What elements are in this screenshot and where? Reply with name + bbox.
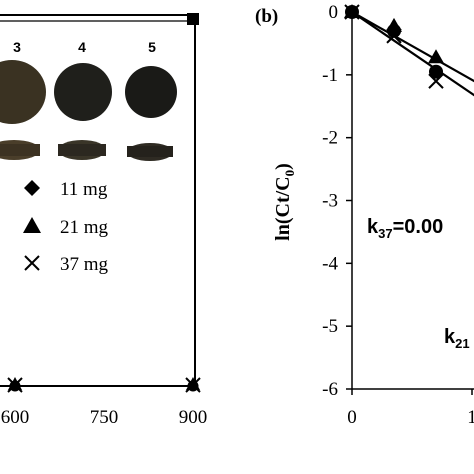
sample-disc-5-side-body [127,146,173,157]
annotation-k37-sub: 37 [378,226,392,241]
y-tick-label-2: -2 [322,128,338,149]
y-tick-label-6: -6 [322,379,338,400]
sample-label-4: 4 [78,39,86,55]
sample-photos: 3 4 5 [0,39,177,161]
legend-label-37mg: 37 mg [60,254,109,275]
sample-disc-3-top [0,60,46,124]
left-x-ticks: 600 750 900 [1,407,208,428]
left-x-tick-900: 900 [179,407,208,428]
x-tick-label-1: 1 [467,407,474,428]
data-point-triangle-2 [428,49,444,64]
left-x-tick-600: 600 [1,407,30,428]
legend-marker-triangle [23,217,41,233]
sample-label-5: 5 [148,39,156,55]
annotation-k37-main: k [367,216,379,238]
legend-marker-diamond [24,180,40,196]
y-tick-label-1: -1 [322,65,338,86]
sample-label-3: 3 [13,39,21,55]
annotation-k21-main: k [444,326,456,348]
data-point-cross-0 [344,4,360,20]
y-axis-label-sub: 0 [282,170,297,177]
fit-line-1 [351,11,474,83]
y-axis-label: ln(Ct/C0) [272,163,297,241]
y-tick-label-0: 0 [329,2,339,23]
annotation-k21-sub: 21 [455,336,469,351]
y-tick-label-4: -4 [322,253,338,274]
legend-marker-cross [24,255,40,271]
left-bottom-markers [7,377,201,393]
y-axis-label-end: ) [272,163,294,170]
data-point-cross-1 [386,28,402,44]
data-point-cross-2 [428,73,444,89]
sample-disc-4-top [54,63,112,121]
right-data-points [344,4,444,89]
left-panel: 3 4 5 11 mg 21 mg 37 mg 600 [0,13,207,428]
right-fit-lines [351,11,474,97]
left-legend: 11 mg 21 mg 37 mg [23,179,109,275]
legend-label-11mg: 11 mg [60,179,108,200]
left-bottom-triangle-marker-1 [186,377,200,390]
y-tick-label-3: -3 [322,191,338,212]
annotation-k21: k21 [444,326,470,351]
left-bottom-triangle-marker-0 [8,377,22,390]
sample-disc-4-side-body [58,144,106,156]
annotation-k37: k37=0.00 [367,216,443,241]
panel-label-b: (b) [255,6,278,27]
left-x-tick-750: 750 [90,407,119,428]
right-y-ticks: 0 -1 -2 -3 -4 -5 -6 [322,2,352,400]
y-axis-label-main: ln(Ct/C [272,176,294,240]
legend-label-21mg: 21 mg [60,217,109,238]
data-point-circle-2 [429,64,443,79]
y-tick-label-5: -5 [322,316,338,337]
annotation-k37-rest: =0.00 [393,216,444,238]
fit-line-0 [351,11,474,97]
data-point-triangle-1 [386,17,402,32]
x-tick-label-0: 0 [347,407,357,428]
sample-disc-5-top [125,66,177,118]
top-right-square-marker [187,13,199,25]
sample-disc-3-side-body [0,144,40,156]
